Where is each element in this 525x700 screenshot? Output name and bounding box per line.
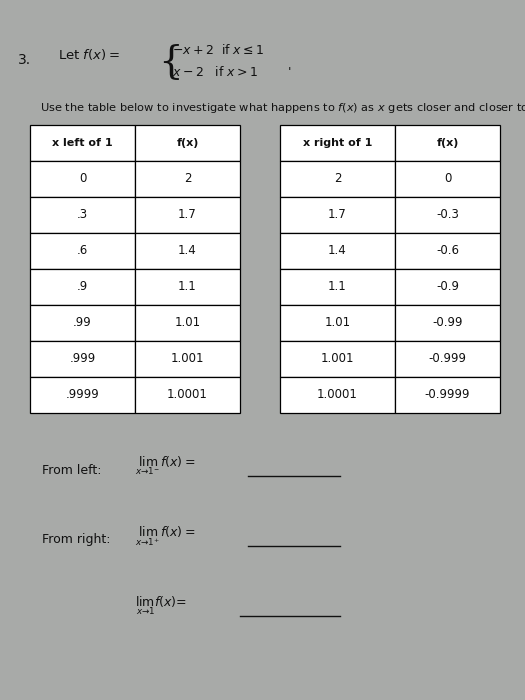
Text: -0.9: -0.9 xyxy=(436,281,459,293)
Bar xyxy=(135,233,240,269)
Text: -0.9999: -0.9999 xyxy=(425,389,470,402)
Bar xyxy=(30,269,135,305)
Text: $\lim_{x\to 1} f(x) =$: $\lim_{x\to 1} f(x) =$ xyxy=(135,595,187,617)
Text: -0.99: -0.99 xyxy=(432,316,463,330)
Text: .6: .6 xyxy=(77,244,88,258)
Text: 1.1: 1.1 xyxy=(328,281,347,293)
Bar xyxy=(395,233,500,269)
Bar xyxy=(30,377,135,413)
Bar xyxy=(395,125,500,161)
Text: -0.999: -0.999 xyxy=(428,353,467,365)
Bar xyxy=(280,341,395,377)
Bar xyxy=(30,197,135,233)
Bar xyxy=(135,305,240,341)
Text: .9: .9 xyxy=(77,281,88,293)
Text: 1.7: 1.7 xyxy=(178,209,197,221)
Bar xyxy=(395,341,500,377)
Text: Let $f(x)=$: Let $f(x)=$ xyxy=(58,46,120,62)
Bar xyxy=(280,269,395,305)
Text: $\lim_{x\to 1^+} f(x) =$: $\lim_{x\to 1^+} f(x) =$ xyxy=(135,524,195,548)
Bar xyxy=(30,341,135,377)
Bar xyxy=(135,341,240,377)
Bar xyxy=(280,233,395,269)
Bar xyxy=(135,269,240,305)
Text: -0.6: -0.6 xyxy=(436,244,459,258)
Text: 2: 2 xyxy=(334,172,341,186)
Text: From left:: From left: xyxy=(42,463,101,477)
Text: $x-2$   if $x>1$: $x-2$ if $x>1$ xyxy=(172,65,258,79)
Bar xyxy=(30,233,135,269)
Bar xyxy=(395,161,500,197)
Bar xyxy=(30,125,135,161)
Text: .3: .3 xyxy=(77,209,88,221)
Bar xyxy=(135,125,240,161)
Text: f(x): f(x) xyxy=(176,138,198,148)
Bar xyxy=(395,269,500,305)
Bar xyxy=(280,197,395,233)
Text: 1.4: 1.4 xyxy=(328,244,347,258)
Bar xyxy=(280,305,395,341)
Bar xyxy=(395,197,500,233)
Text: x left of 1: x left of 1 xyxy=(52,138,113,148)
Bar xyxy=(280,161,395,197)
Text: {: { xyxy=(158,43,183,80)
Text: $-x+2$  if $x\leq1$: $-x+2$ if $x\leq1$ xyxy=(172,43,265,57)
Text: 2: 2 xyxy=(184,172,191,186)
Text: 1.0001: 1.0001 xyxy=(317,389,358,402)
Bar xyxy=(395,377,500,413)
Text: 1.7: 1.7 xyxy=(328,209,347,221)
Text: x right of 1: x right of 1 xyxy=(303,138,372,148)
Text: .999: .999 xyxy=(69,353,96,365)
Bar xyxy=(280,125,395,161)
Text: 1.01: 1.01 xyxy=(174,316,201,330)
Bar xyxy=(280,377,395,413)
Text: 1.01: 1.01 xyxy=(324,316,351,330)
Bar xyxy=(30,305,135,341)
Bar xyxy=(30,161,135,197)
Bar xyxy=(135,377,240,413)
Text: .9999: .9999 xyxy=(66,389,99,402)
Text: 1.001: 1.001 xyxy=(321,353,354,365)
Bar xyxy=(395,305,500,341)
Text: ': ' xyxy=(288,66,291,78)
Text: From right:: From right: xyxy=(42,533,110,547)
Text: Use the table below to investigate what happens to $f(x)$ as $x$ gets closer and: Use the table below to investigate what … xyxy=(40,101,525,115)
Bar xyxy=(135,197,240,233)
Text: 1.4: 1.4 xyxy=(178,244,197,258)
Text: 1.0001: 1.0001 xyxy=(167,389,208,402)
Bar xyxy=(135,161,240,197)
Text: .99: .99 xyxy=(73,316,92,330)
Text: 1.001: 1.001 xyxy=(171,353,204,365)
Text: 0: 0 xyxy=(79,172,86,186)
Text: 0: 0 xyxy=(444,172,451,186)
Text: -0.3: -0.3 xyxy=(436,209,459,221)
Text: f(x): f(x) xyxy=(436,138,459,148)
Text: $\lim_{x\to 1^-} f(x) =$: $\lim_{x\to 1^-} f(x) =$ xyxy=(135,455,195,477)
Text: 1.1: 1.1 xyxy=(178,281,197,293)
Text: 3.: 3. xyxy=(18,53,31,67)
